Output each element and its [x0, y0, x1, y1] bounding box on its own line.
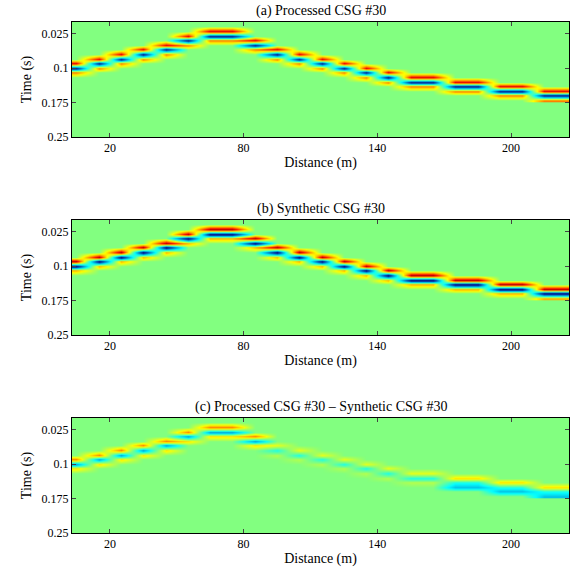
svg-text:Distance (m): Distance (m)	[284, 353, 357, 369]
svg-text:Time (s): Time (s)	[19, 254, 35, 302]
svg-text:0.025: 0.025	[42, 225, 69, 239]
svg-text:80: 80	[238, 537, 250, 551]
svg-text:0.175: 0.175	[42, 96, 69, 110]
svg-text:0.25: 0.25	[48, 328, 69, 342]
svg-text:20: 20	[104, 537, 116, 551]
svg-text:140: 140	[368, 141, 386, 155]
svg-text:Time (s): Time (s)	[19, 56, 35, 104]
svg-text:0.1: 0.1	[54, 259, 69, 273]
svg-text:140: 140	[368, 339, 386, 353]
svg-text:20: 20	[104, 339, 116, 353]
svg-text:Distance (m): Distance (m)	[284, 155, 357, 171]
svg-text:0.025: 0.025	[42, 27, 69, 41]
svg-text:200: 200	[502, 339, 520, 353]
svg-text:0.25: 0.25	[48, 130, 69, 144]
svg-text:(a) Processed CSG #30: (a) Processed CSG #30	[256, 3, 386, 19]
svg-text:200: 200	[502, 537, 520, 551]
svg-text:0.25: 0.25	[48, 526, 69, 540]
svg-text:0.1: 0.1	[54, 457, 69, 471]
svg-text:(b) Synthetic CSG #30: (b) Synthetic CSG #30	[257, 201, 385, 217]
svg-text:0.1: 0.1	[54, 61, 69, 75]
svg-text:140: 140	[368, 537, 386, 551]
svg-text:0.175: 0.175	[42, 492, 69, 506]
svg-text:(c) Processed CSG #30 – Synthe: (c) Processed CSG #30 – Synthetic CSG #3…	[195, 399, 447, 415]
svg-text:200: 200	[502, 141, 520, 155]
svg-text:0.175: 0.175	[42, 294, 69, 308]
svg-text:0.025: 0.025	[42, 423, 69, 437]
svg-text:Time (s): Time (s)	[19, 452, 35, 500]
svg-text:20: 20	[104, 141, 116, 155]
svg-text:80: 80	[238, 339, 250, 353]
svg-text:Distance (m): Distance (m)	[284, 551, 357, 567]
svg-text:80: 80	[238, 141, 250, 155]
